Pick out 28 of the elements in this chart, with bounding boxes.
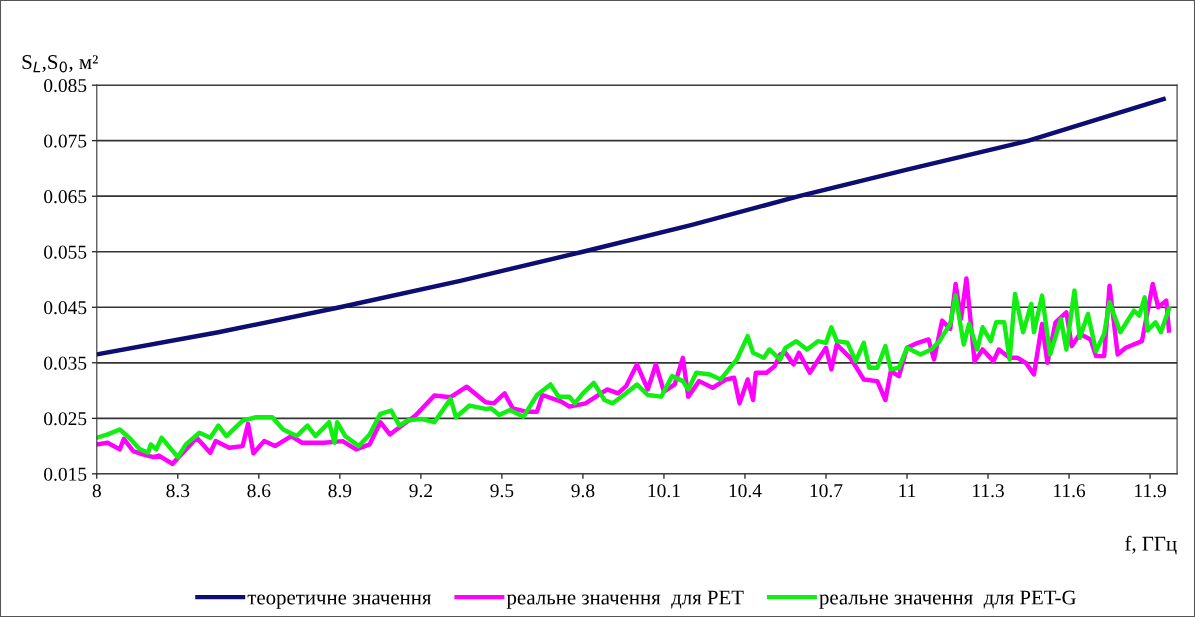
x-tick-label: 11.3 [973,484,1004,498]
x-tick-label: 10.1 [648,484,680,498]
y-tick-label: 0.015 [44,467,87,481]
x-tick-label: 10.7 [810,484,843,498]
y-tick-label: 0.075 [44,134,87,148]
x-tick-label: 11.9 [1135,484,1166,498]
y-axis-title: S$_{L}$,S$_{0}$, м² [22,55,98,73]
x-tick-label: 9.8 [571,484,595,498]
y-tick-label: 0.065 [44,190,87,204]
legend-label: теоретичне значення [247,594,432,609]
y-tick-label: 0.045 [44,301,87,315]
x-tick-label: 8 [92,484,101,498]
x-tick-label: 11.6 [1054,484,1086,498]
legend-label: реальне значення для PET [506,590,744,609]
y-tick-label: 0.025 [44,412,87,426]
x-tick-label: 8.3 [166,484,190,498]
x-tick-label: 9.5 [490,484,514,498]
x-tick-label: 8.6 [247,484,271,498]
y-tick-label: 0.055 [44,245,87,259]
legend-label: реальне значення для PET-G [819,590,1076,609]
x-tick-label: 8.9 [328,484,352,498]
y-tick-label: 0.085 [44,78,87,93]
x-tick-label: 9.2 [409,484,432,498]
x-tick-label: 11 [899,484,916,498]
line-series [96,96,1166,357]
x-tick-label: 10.4 [729,484,762,498]
x-axis-title: f, ГГц [1125,535,1177,555]
y-tick-label: 0.035 [44,356,87,370]
